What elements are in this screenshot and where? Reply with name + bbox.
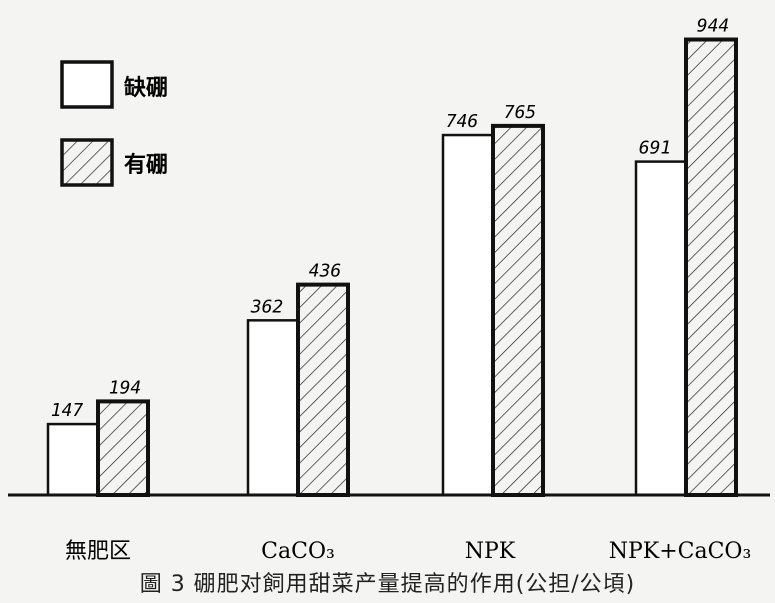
- bar-with-boron-1: [296, 282, 350, 497]
- value-label-with-boron-3: 944: [697, 16, 730, 37]
- category-label-2: NPK: [465, 539, 516, 564]
- value-label-with-boron-1: 436: [309, 261, 342, 282]
- value-labels-group: 147 362 746 691 194 436 765 944: [51, 16, 730, 422]
- bars-group: [46, 37, 738, 498]
- category-label-1: CaCO₃: [261, 539, 335, 564]
- value-label-without-boron-2: 746: [446, 111, 479, 132]
- bar-with-boron-2: [491, 123, 545, 497]
- value-label-without-boron-1: 362: [250, 296, 284, 317]
- bar-without-boron-0: [46, 422, 100, 497]
- value-label-with-boron-0: 194: [109, 377, 142, 398]
- bar-without-boron-1: [246, 319, 300, 497]
- bar-with-boron-3: [684, 37, 738, 498]
- bar-without-boron-3: [634, 160, 688, 497]
- category-label-0: 無肥区: [65, 539, 131, 564]
- category-labels: 無肥区 CaCO₃ NPK NPK+CaCO₃: [65, 539, 751, 564]
- bar-with-boron-0: [96, 399, 150, 497]
- legend-swatch-series-0: [60, 60, 114, 109]
- category-label-3: NPK+CaCO₃: [609, 539, 752, 564]
- chart-caption: 圖 3 硼肥对飼用甜菜产量提高的作用(公担/公頃): [139, 572, 636, 597]
- legend: 缺硼 有硼: [60, 60, 168, 187]
- bar-without-boron-2: [441, 133, 495, 497]
- value-label-without-boron-3: 691: [639, 138, 672, 159]
- legend-label-series-0: 缺硼: [124, 75, 168, 101]
- legend-label-series-1: 有硼: [124, 152, 168, 178]
- legend-swatch-series-1: [60, 138, 114, 187]
- value-label-with-boron-2: 765: [504, 102, 537, 123]
- value-label-without-boron-0: 147: [51, 400, 84, 421]
